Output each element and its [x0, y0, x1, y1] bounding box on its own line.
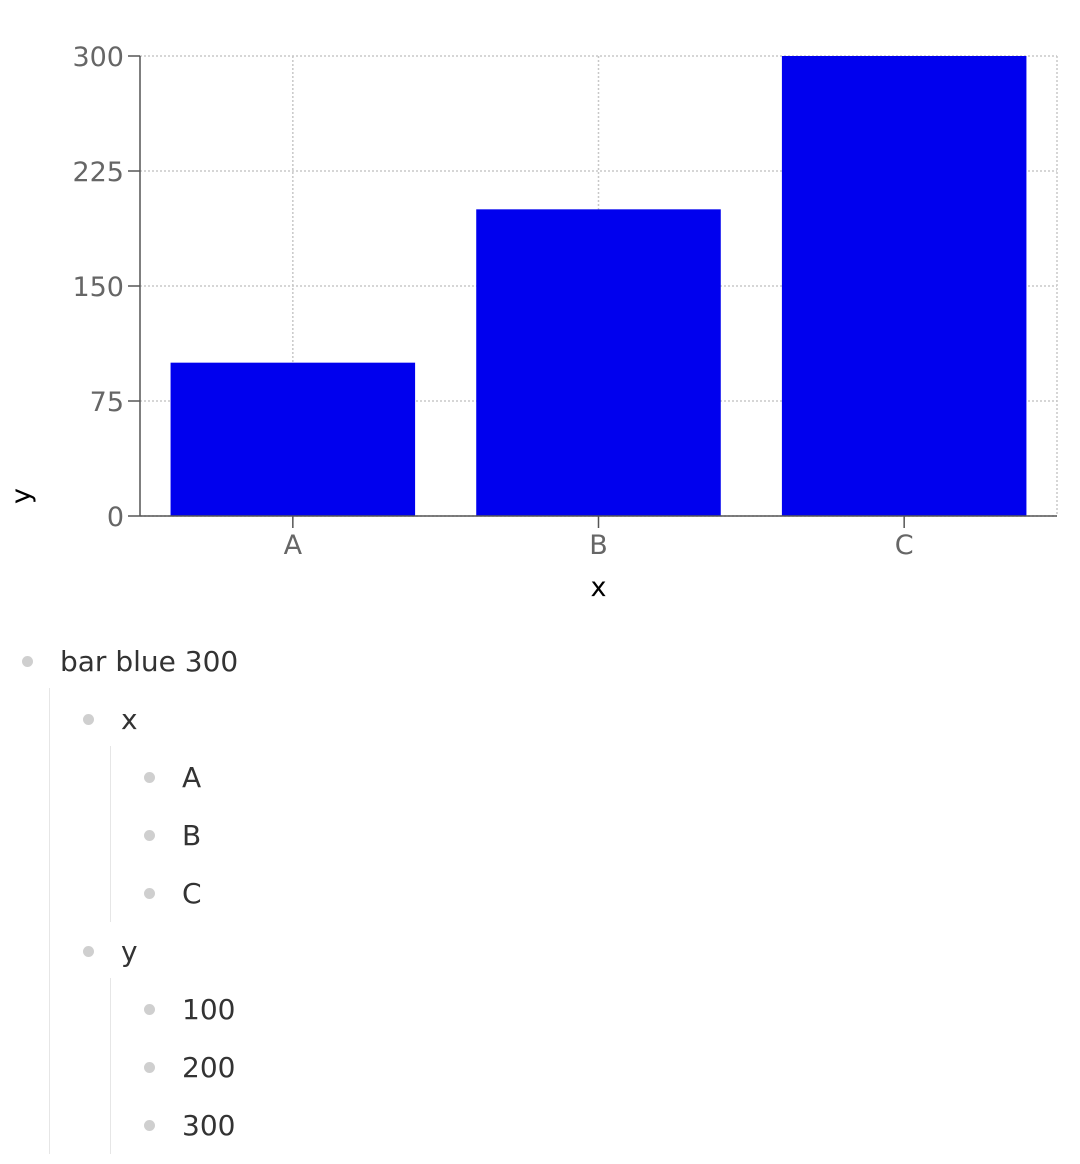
y-tick-label: 75	[90, 387, 124, 418]
y-tick-label: 225	[72, 157, 124, 188]
bullet-icon[interactable]	[144, 829, 155, 841]
outline-row[interactable]: A	[144, 748, 1080, 806]
outline-node-label: 100	[182, 992, 236, 1026]
outline-children: x A B C	[49, 688, 1080, 1154]
outline-row[interactable]: x	[83, 690, 1080, 748]
outline-node-label: y	[121, 934, 138, 968]
bullet-icon[interactable]	[144, 1119, 155, 1131]
y-tick-label: 150	[72, 272, 124, 303]
y-tick-label: 0	[107, 502, 124, 533]
x-tick-label: B	[589, 530, 608, 561]
x-axis-title: x	[591, 572, 607, 603]
y-axis-title: y	[6, 488, 37, 504]
bullet-icon[interactable]	[144, 1003, 155, 1015]
x-tick-label: C	[895, 530, 914, 561]
bar-chart: 0 75 150 225 300 A B Cx y	[6, 42, 1058, 603]
outline-children: 100 200 300	[110, 978, 1080, 1154]
bar-a	[170, 362, 416, 516]
bar-c	[781, 56, 1027, 516]
outline-row[interactable]: B	[144, 806, 1080, 864]
outline-node-label: 300	[182, 1108, 236, 1142]
bullet-icon[interactable]	[83, 945, 94, 957]
y-tick-label: 300	[72, 42, 124, 73]
outline-node-label: bar blue 300	[60, 644, 239, 678]
outline-node-label: 200	[182, 1050, 236, 1084]
outline-row[interactable]: C	[144, 864, 1080, 922]
outline-node-label: C	[182, 876, 202, 910]
outline-children: A B C	[110, 746, 1080, 922]
outline-row[interactable]: 200	[144, 1038, 1080, 1096]
outline-node-x: x A B C	[83, 690, 1080, 922]
bar-b	[476, 209, 721, 517]
outline-node-label: B	[182, 818, 202, 852]
outline-tree: bar blue 300 x A B	[0, 632, 1080, 1154]
bullet-icon[interactable]	[83, 713, 94, 725]
outline-row[interactable]: bar blue 300	[22, 632, 1080, 690]
bullet-icon[interactable]	[22, 655, 33, 667]
outline-row[interactable]: y	[83, 922, 1080, 980]
outline-node-root: bar blue 300 x A B	[0, 632, 1080, 1154]
outline-node-y: y 100 200 300	[83, 922, 1080, 1154]
outline-row[interactable]: 300	[144, 1096, 1080, 1154]
outline-node-label: x	[121, 702, 138, 736]
bullet-icon[interactable]	[144, 887, 155, 899]
bullet-icon[interactable]	[144, 1061, 155, 1073]
outline-node-label: A	[182, 760, 202, 794]
bullet-icon[interactable]	[144, 771, 155, 783]
outline-row[interactable]: 100	[144, 980, 1080, 1038]
x-tick-label: A	[284, 530, 303, 561]
